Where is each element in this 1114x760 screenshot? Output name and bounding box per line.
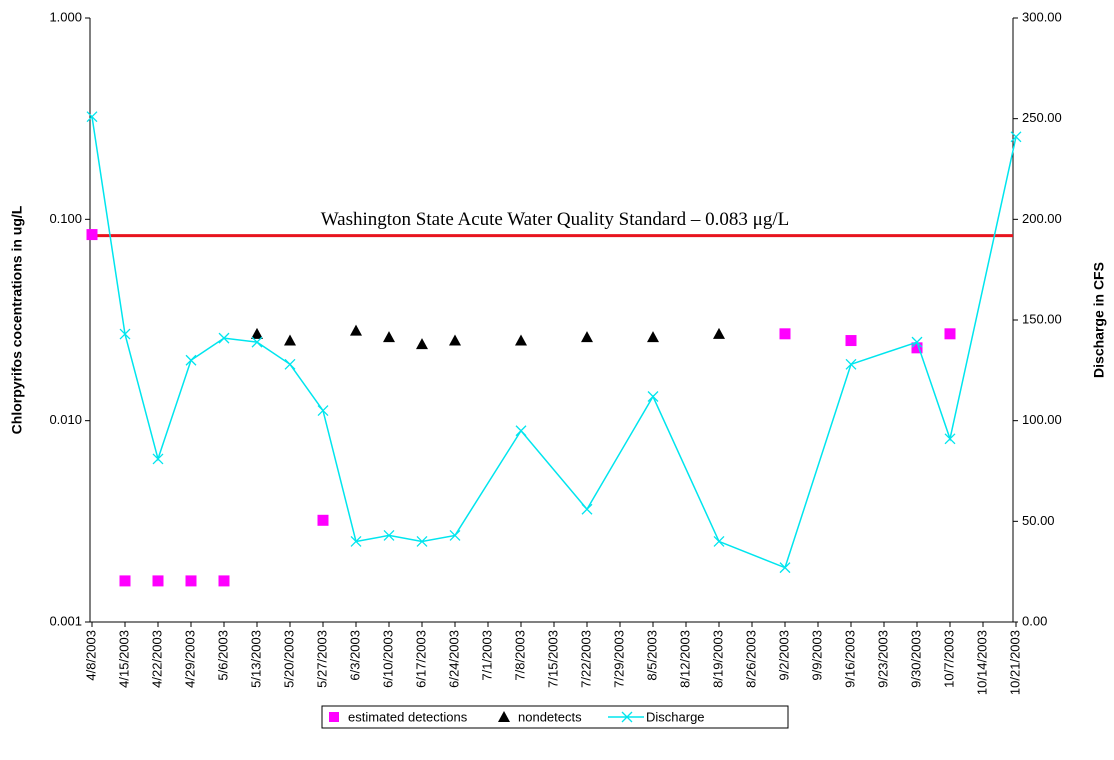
x-tick-label: 5/13/2003 — [248, 630, 263, 688]
y2-tick-label: 200.00 — [1022, 211, 1062, 226]
legend-marker — [498, 711, 510, 722]
data-point — [383, 331, 395, 343]
y2-tick-label: 300.00 — [1022, 9, 1062, 24]
data-point — [845, 358, 857, 370]
x-tick-label: 4/29/2003 — [182, 630, 197, 688]
data-point — [185, 354, 197, 366]
data-point — [1010, 131, 1022, 143]
y-tick-label: 0.100 — [49, 211, 82, 226]
data-point — [449, 334, 461, 346]
data-point — [317, 405, 329, 417]
x-tick-label: 6/24/2003 — [446, 630, 461, 688]
data-point — [350, 324, 362, 336]
x-tick-label: 6/17/2003 — [413, 630, 428, 688]
y2-tick-label: 250.00 — [1022, 110, 1062, 125]
x-tick-label: 6/10/2003 — [380, 630, 395, 688]
data-point — [218, 575, 230, 587]
x-tick-label: 7/22/2003 — [578, 630, 593, 688]
data-point — [119, 575, 131, 587]
x-tick-label: 5/6/2003 — [215, 630, 230, 681]
y-tick-label: 0.010 — [49, 412, 82, 427]
data-point — [515, 334, 527, 346]
data-point — [944, 328, 956, 340]
x-tick-label: 4/22/2003 — [149, 630, 164, 688]
data-point — [218, 332, 230, 344]
x-tick-label: 5/27/2003 — [314, 630, 329, 688]
data-point — [86, 111, 98, 123]
data-point — [515, 425, 527, 437]
data-point — [416, 536, 428, 547]
y2-tick-label: 50.00 — [1022, 513, 1055, 528]
x-tick-label: 7/8/2003 — [512, 630, 527, 681]
y2-tick-label: 150.00 — [1022, 311, 1062, 326]
y-tick-label: 1.000 — [49, 9, 82, 24]
x-tick-label: 9/16/2003 — [842, 630, 857, 688]
data-point — [647, 391, 659, 402]
data-point — [845, 335, 857, 347]
x-tick-label: 9/2/2003 — [776, 630, 791, 681]
x-tick-label: 10/14/2003 — [974, 630, 989, 695]
data-point — [251, 336, 263, 348]
x-tick-label: 4/15/2003 — [116, 630, 131, 688]
x-tick-label: 8/26/2003 — [743, 630, 758, 688]
data-point — [779, 328, 791, 340]
x-tick-label: 7/15/2003 — [545, 630, 560, 688]
legend-label: estimated detections — [348, 709, 468, 724]
data-point — [152, 453, 164, 465]
x-tick-label: 9/9/2003 — [809, 630, 824, 681]
x-tick-label: 8/19/2003 — [710, 630, 725, 688]
data-point — [911, 336, 923, 348]
data-point — [713, 536, 725, 547]
y2-axis-title: Discharge in CFS — [1091, 262, 1107, 378]
data-point — [581, 503, 593, 515]
data-point — [581, 331, 593, 343]
series-line — [91, 116, 1017, 569]
data-point — [284, 334, 296, 346]
data-point — [317, 514, 329, 526]
legend-marker — [329, 712, 339, 722]
x-tick-label: 8/12/2003 — [677, 630, 692, 688]
x-tick-label: 4/8/2003 — [83, 630, 98, 681]
data-point — [185, 575, 197, 587]
data-point — [350, 536, 362, 547]
data-point — [383, 529, 395, 541]
data-point — [779, 562, 791, 574]
y-tick-label: 0.001 — [49, 613, 82, 628]
reference-label: Washington State Acute Water Quality Sta… — [321, 209, 790, 230]
x-tick-label: 9/23/2003 — [875, 630, 890, 688]
legend-label: Discharge — [646, 709, 705, 724]
data-point — [944, 433, 956, 445]
legend-label: nondetects — [518, 709, 582, 724]
x-tick-label: 9/30/2003 — [908, 630, 923, 688]
y2-tick-label: 0.00 — [1022, 613, 1047, 628]
y2-tick-label: 100.00 — [1022, 412, 1062, 427]
x-tick-label: 6/3/2003 — [347, 630, 362, 681]
data-point — [152, 575, 164, 587]
x-tick-label: 7/1/2003 — [479, 630, 494, 681]
y-axis-title: Chlorpyrifos cocentrations in ug/L — [9, 205, 25, 434]
data-point — [284, 358, 296, 370]
data-point — [449, 529, 461, 541]
data-point — [647, 331, 659, 343]
legend-box — [321, 705, 789, 729]
data-point — [911, 342, 923, 354]
data-point — [416, 338, 428, 350]
x-tick-label: 10/7/2003 — [941, 630, 956, 688]
data-point — [86, 229, 98, 241]
x-tick-label: 5/20/2003 — [281, 630, 296, 688]
legend-marker — [621, 711, 633, 723]
data-point — [713, 327, 725, 339]
x-tick-label: 10/21/2003 — [1007, 630, 1022, 695]
data-point — [119, 328, 131, 340]
x-tick-label: 7/29/2003 — [611, 630, 626, 688]
x-tick-label: 8/5/2003 — [644, 630, 659, 681]
data-point — [251, 327, 263, 339]
